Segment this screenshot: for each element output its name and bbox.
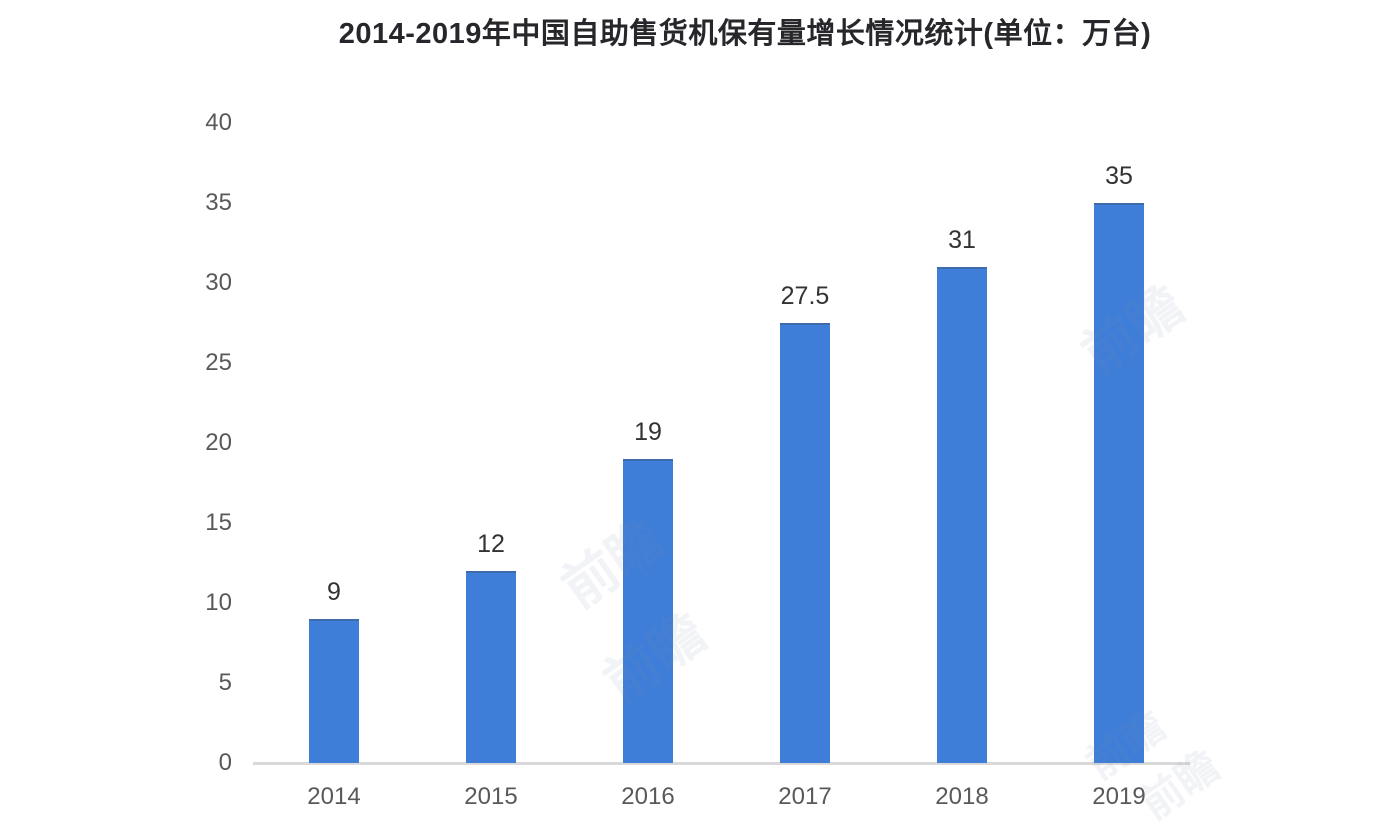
- x-axis-baseline: [253, 762, 1190, 765]
- bar-value-label-2018: 31: [948, 226, 976, 254]
- x-axis-label-2017: 2017: [778, 783, 832, 810]
- bar-2019: [1094, 203, 1144, 763]
- y-tick-label-10: 10: [205, 589, 232, 616]
- y-tick-label-0: 0: [218, 749, 232, 776]
- y-tick-label-40: 40: [205, 109, 232, 136]
- bar-value-label-2019: 35: [1105, 162, 1133, 190]
- bar-value-label-2014: 9: [327, 578, 341, 606]
- x-axis-label-2018: 2018: [935, 783, 989, 810]
- y-tick-label-5: 5: [218, 669, 232, 696]
- bar-2015: [466, 571, 516, 763]
- bar-2016: [623, 459, 673, 763]
- x-axis-label-2019: 2019: [1092, 783, 1146, 810]
- bar-value-label-2017: 27.5: [780, 282, 830, 310]
- y-tick-label-15: 15: [205, 509, 232, 536]
- bar-value-label-2015: 12: [477, 530, 505, 558]
- y-tick-label-30: 30: [205, 269, 232, 296]
- y-tick-label-35: 35: [205, 189, 232, 216]
- bar-2017: [780, 323, 830, 763]
- y-tick-label-25: 25: [205, 349, 232, 376]
- y-tick-label-20: 20: [205, 429, 232, 456]
- x-axis-label-2014: 2014: [307, 783, 361, 810]
- x-axis-label-2015: 2015: [464, 783, 518, 810]
- bar-value-label-2016: 19: [634, 418, 662, 446]
- chart-title: 2014-2019年中国自助售货机保有量增长情况统计(单位：万台): [338, 18, 1152, 50]
- bar-2014: [309, 619, 359, 763]
- bar-2018: [937, 267, 987, 763]
- x-axis-label-2016: 2016: [621, 783, 675, 810]
